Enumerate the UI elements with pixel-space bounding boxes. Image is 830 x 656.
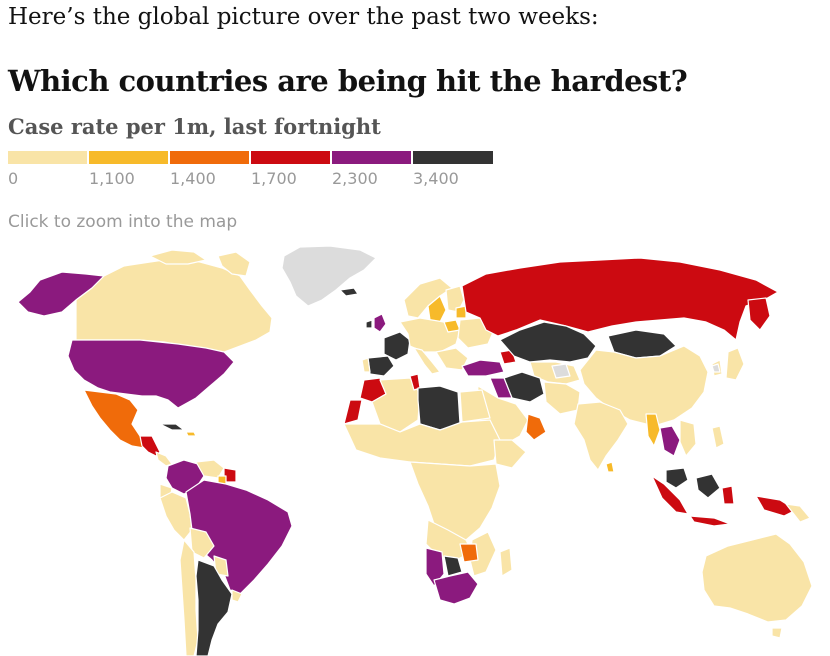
legend-tick-1: 1,100 <box>89 169 135 188</box>
country-caribbean[interactable] <box>185 431 197 437</box>
country-iraq[interactable] <box>489 377 513 399</box>
country-zimbabwe[interactable] <box>459 543 479 563</box>
color-legend: 0 1,100 1,400 1,700 2,300 3,400 <box>8 151 494 191</box>
country-afghanistan-pakistan[interactable] <box>543 381 581 415</box>
legend-tick-0: 0 <box>8 169 19 188</box>
country-thailand[interactable] <box>659 425 681 457</box>
country-cuba[interactable] <box>159 423 185 431</box>
country-botswana[interactable] <box>443 555 463 577</box>
country-iceland[interactable] <box>339 287 359 297</box>
country-madagascar[interactable] <box>499 547 513 577</box>
country-france[interactable] <box>383 331 411 361</box>
country-horn-of-africa[interactable] <box>493 439 527 469</box>
country-venezuela[interactable] <box>195 459 225 479</box>
country-oman[interactable] <box>525 413 547 441</box>
country-philippines[interactable] <box>711 425 725 449</box>
country-central-africa[interactable] <box>409 461 501 545</box>
legend-swatch-4 <box>332 151 411 164</box>
country-kyrgyzstan[interactable] <box>551 363 571 379</box>
country-sweden[interactable] <box>427 295 447 323</box>
country-canada-islands[interactable] <box>149 249 207 265</box>
country-malaysia[interactable] <box>665 467 689 489</box>
country-myanmar[interactable] <box>645 413 661 447</box>
country-greenland[interactable] <box>281 245 377 307</box>
country-finland[interactable] <box>445 285 465 313</box>
country-java[interactable] <box>689 515 731 527</box>
country-australia[interactable] <box>701 533 813 623</box>
country-baltic[interactable] <box>455 305 467 319</box>
country-bolivia[interactable] <box>189 527 215 559</box>
country-sulawesi[interactable] <box>721 485 735 505</box>
country-russia-kamchatka[interactable] <box>747 297 771 331</box>
country-argentina[interactable] <box>195 559 233 656</box>
country-spain[interactable] <box>367 355 395 377</box>
country-uk[interactable] <box>373 313 387 333</box>
legend-tick-5: 3,400 <box>413 169 459 188</box>
country-tasmania[interactable] <box>771 627 783 639</box>
world-map[interactable] <box>0 244 830 656</box>
country-india[interactable] <box>573 401 629 471</box>
country-chile[interactable] <box>179 539 199 656</box>
country-western-sahara[interactable] <box>343 399 363 425</box>
zoom-hint: Click to zoom into the map <box>8 212 238 232</box>
country-png[interactable] <box>785 503 811 523</box>
world-map-svg[interactable] <box>0 244 830 656</box>
chart-title: Which countries are being hit the hardes… <box>8 64 688 98</box>
chart-subtitle: Case rate per 1m, last fortnight <box>8 114 381 139</box>
legend-swatch-0 <box>8 151 87 164</box>
country-usa[interactable] <box>67 339 235 409</box>
legend-swatch-2 <box>170 151 249 164</box>
country-central-america-south[interactable] <box>155 451 173 467</box>
intro-text: Here’s the global picture over the past … <box>8 4 599 30</box>
country-sumatra[interactable] <box>651 475 689 515</box>
legend-tick-2: 1,400 <box>170 169 216 188</box>
country-sahel[interactable] <box>343 419 501 467</box>
country-new-guinea[interactable] <box>755 495 797 517</box>
country-central-europe[interactable] <box>399 317 461 353</box>
country-china[interactable] <box>579 345 709 427</box>
country-russia[interactable] <box>461 257 779 341</box>
country-ireland[interactable] <box>365 319 373 329</box>
country-balkans[interactable] <box>435 347 469 371</box>
country-italy[interactable] <box>413 347 441 375</box>
legend-tick-4: 2,300 <box>332 169 378 188</box>
legend-tick-3: 1,700 <box>251 169 297 188</box>
country-vietnam[interactable] <box>679 419 697 457</box>
country-canada-baffin[interactable] <box>217 251 251 277</box>
country-turkey[interactable] <box>461 359 505 377</box>
country-borneo[interactable] <box>695 473 721 499</box>
legend-swatch-1 <box>89 151 168 164</box>
legend-swatch-5 <box>413 151 493 164</box>
country-egypt[interactable] <box>459 389 491 423</box>
country-sri-lanka[interactable] <box>605 461 615 473</box>
country-taiwan[interactable] <box>711 363 721 373</box>
country-kazakhstan[interactable] <box>499 321 597 363</box>
country-portugal[interactable] <box>361 357 371 373</box>
country-libya[interactable] <box>417 385 461 431</box>
country-japan[interactable] <box>725 347 745 381</box>
country-south-africa[interactable] <box>433 571 479 605</box>
country-alaska[interactable] <box>17 271 105 317</box>
country-uruguay[interactable] <box>231 589 243 603</box>
legend-swatch-3 <box>251 151 330 164</box>
